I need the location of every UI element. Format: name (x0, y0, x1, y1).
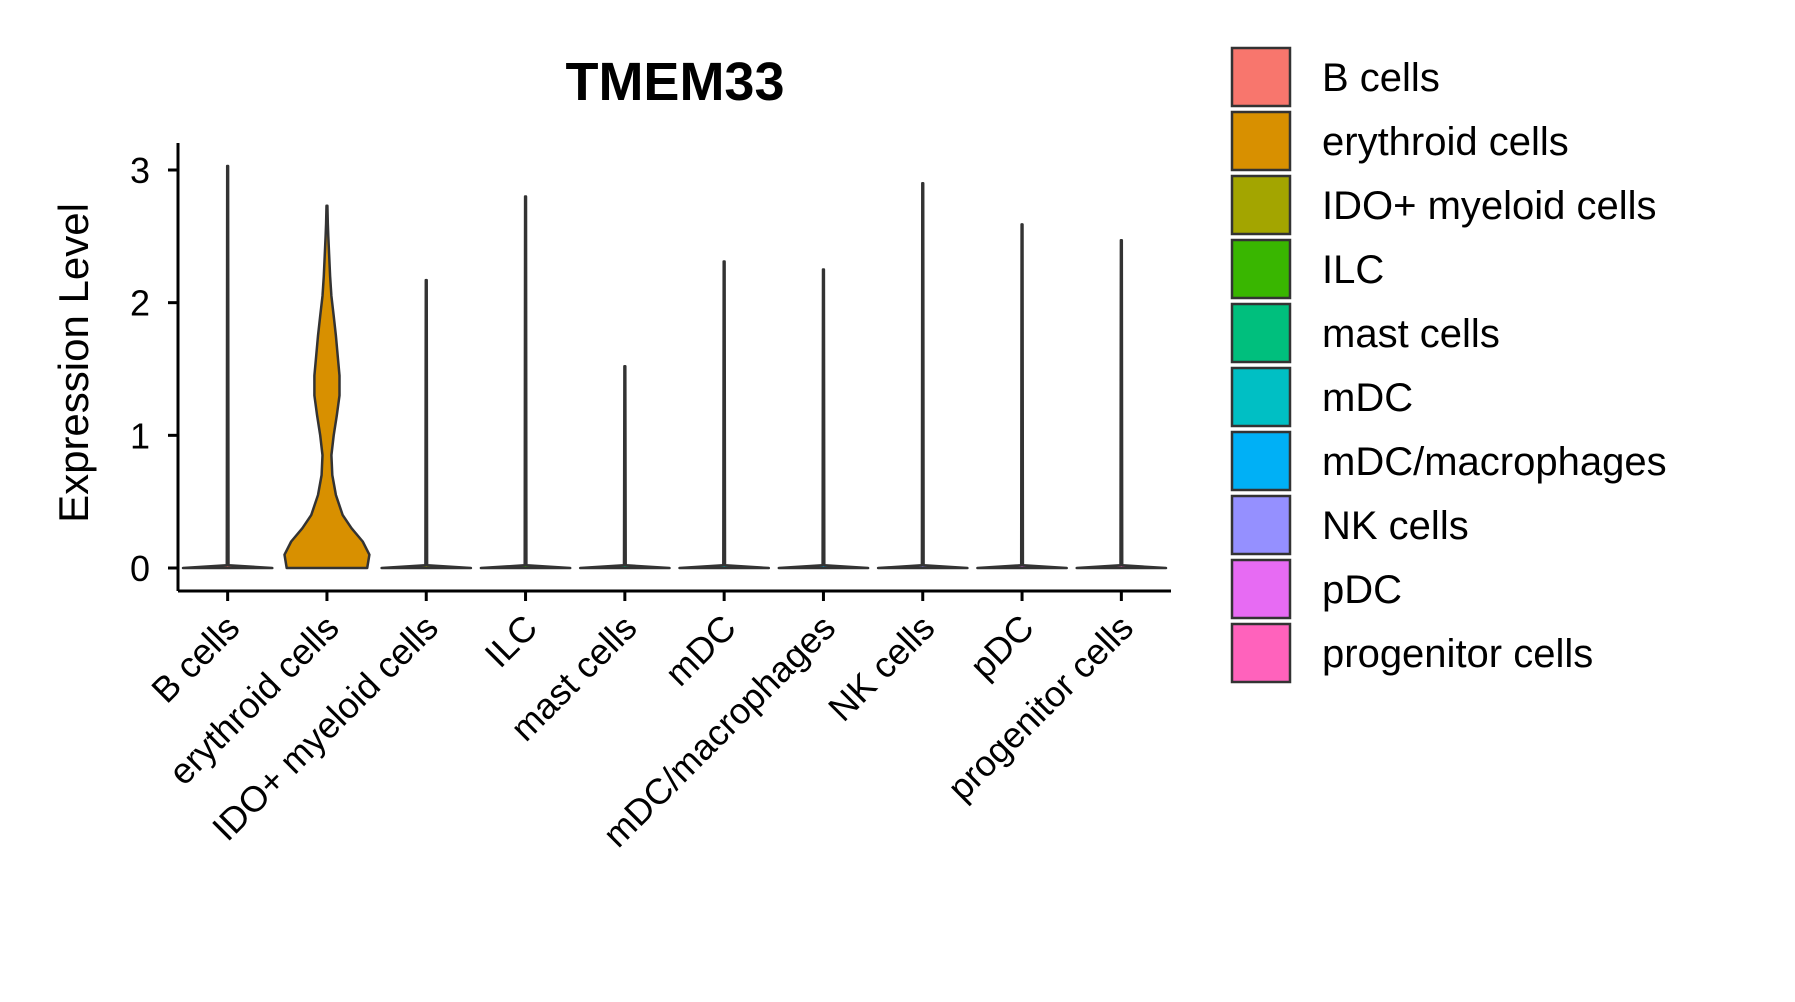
y-tick-label: 3 (130, 150, 150, 191)
violin-mast-cells (578, 365, 671, 570)
x-tick-label: pDC (962, 607, 1042, 687)
chart-title: TMEM33 (565, 52, 784, 112)
y-axis-ticks: 0 1 2 3 (130, 150, 178, 589)
legend-label: ILC (1322, 248, 1384, 292)
legend-swatch (1230, 430, 1292, 492)
y-tick-label: 2 (130, 283, 150, 324)
violin-nk-cells (876, 182, 969, 570)
y-tick-label: 1 (130, 415, 150, 456)
legend: B cells erythroid cells IDO+ myeloid cells… (1230, 46, 1667, 684)
legend-label: B cells (1322, 56, 1440, 100)
legend-swatch (1230, 366, 1292, 428)
violin-pdc (976, 223, 1068, 570)
violin-ilc (479, 195, 572, 570)
legend-swatch (1230, 622, 1292, 684)
violins-group (181, 164, 1168, 570)
x-tick-label: erythroid cells (161, 607, 347, 793)
violin-mdc (678, 260, 771, 570)
legend-swatch (1230, 110, 1292, 172)
violin-progenitor-cells (1075, 239, 1168, 570)
legend-label: NK cells (1322, 504, 1469, 548)
legend-label: mDC (1322, 376, 1413, 420)
legend-swatch (1230, 238, 1292, 300)
legend-label: pDC (1322, 568, 1402, 612)
legend-label: mast cells (1322, 312, 1500, 356)
legend-label: erythroid cells (1322, 120, 1569, 164)
legend-swatch (1230, 174, 1292, 236)
violin-erythroid-cells (283, 204, 371, 570)
y-axis-title: Expression Level (50, 203, 97, 523)
legend-swatch (1230, 46, 1292, 108)
legend-swatch (1230, 494, 1292, 556)
legend-swatch (1230, 558, 1292, 620)
legend-label: mDC/macrophages (1322, 440, 1667, 484)
legend-label: IDO+ myeloid cells (1322, 184, 1657, 228)
violin-mdc-macrophages (777, 268, 870, 570)
legend-swatch (1230, 302, 1292, 364)
x-tick-label: ILC (477, 607, 546, 676)
y-tick-label: 0 (130, 548, 150, 589)
legend-label: progenitor cells (1322, 632, 1593, 676)
violin-ido-myeloid-cells (380, 278, 473, 570)
violin-b-cells (181, 164, 274, 570)
x-tick-label: NK cells (820, 607, 942, 729)
x-tick-label: mDC (657, 607, 744, 694)
